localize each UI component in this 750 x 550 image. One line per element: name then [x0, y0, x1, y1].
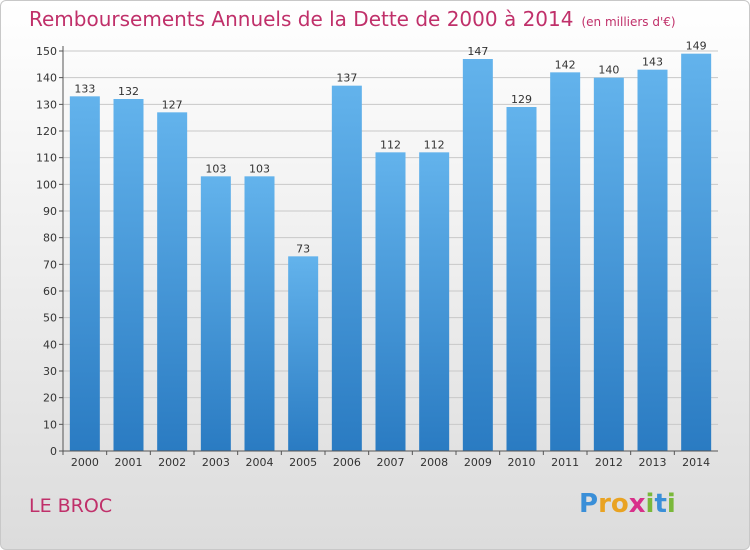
- bar-value-label: 133: [74, 82, 95, 95]
- x-tick-label: 2012: [595, 456, 623, 469]
- bar: [200, 176, 231, 452]
- x-tick-label: 2013: [639, 456, 667, 469]
- bar: [506, 107, 537, 451]
- bar: [681, 53, 712, 452]
- bar-value-label: 103: [249, 162, 270, 175]
- y-tick-label: 70: [43, 258, 57, 271]
- title-text: Remboursements Annuels de la Dette de 20…: [29, 7, 574, 31]
- bar-value-label: 142: [555, 58, 576, 71]
- y-tick-label: 140: [36, 72, 57, 85]
- y-tick-label: 10: [43, 418, 57, 431]
- bar-value-label: 140: [598, 64, 619, 77]
- bar: [419, 152, 450, 452]
- bar: [375, 152, 406, 452]
- chart-title: Remboursements Annuels de la Dette de 20…: [29, 7, 676, 31]
- x-tick-label: 2010: [508, 456, 536, 469]
- y-tick-label: 80: [43, 232, 57, 245]
- bar: [113, 99, 144, 451]
- y-tick-label: 90: [43, 205, 57, 218]
- x-tick-label: 2001: [115, 456, 143, 469]
- bar-value-label: 112: [380, 138, 401, 151]
- y-tick-label: 40: [43, 338, 57, 351]
- bar: [462, 59, 493, 451]
- bar: [331, 85, 362, 452]
- x-tick-label: 2008: [420, 456, 448, 469]
- y-tick-label: 30: [43, 365, 57, 378]
- y-tick-label: 100: [36, 178, 57, 191]
- bar-value-label: 132: [118, 85, 139, 98]
- y-tick-label: 150: [36, 45, 57, 58]
- bar-value-label: 143: [642, 56, 663, 69]
- y-tick-label: 60: [43, 285, 57, 298]
- proxiti-logo: Proxiti: [579, 489, 676, 519]
- y-tick-label: 110: [36, 152, 57, 165]
- y-axis: 0 10 20 30 40 50 60 70 80 90 100 110 120 130 140 150: [36, 45, 64, 458]
- x-tick-label: 2004: [246, 456, 274, 469]
- bar-value-label: 129: [511, 93, 532, 106]
- y-tick-label: 50: [43, 312, 57, 325]
- x-tick-label: 2007: [377, 456, 405, 469]
- commune-name: LE BROC: [29, 495, 113, 517]
- bar-value-label: 103: [205, 162, 226, 175]
- bar-value-label: 112: [424, 138, 445, 151]
- x-axis: 2000 2001 2002 2003 2004 2005 2006 2007 2008 2009…: [62, 450, 718, 469]
- x-tick-label: 2011: [551, 456, 579, 469]
- bars: 133 132 127 103 103 73 137 112 112 147 129 142 140 14…: [69, 40, 712, 452]
- x-tick-label: 2006: [333, 456, 361, 469]
- y-tick-label: 130: [36, 98, 57, 111]
- x-tick-label: 2000: [71, 456, 99, 469]
- bar: [550, 72, 581, 451]
- bar: [637, 69, 668, 452]
- unit-label: (en milliers d'€): [581, 15, 676, 29]
- bar-value-label: 149: [686, 40, 707, 53]
- y-tick-label: 20: [43, 392, 57, 405]
- bar: [69, 96, 100, 451]
- bar-value-label: 137: [336, 72, 357, 85]
- x-tick-label: 2002: [158, 456, 186, 469]
- bar: [157, 112, 188, 451]
- bar: [593, 77, 624, 452]
- x-tick-label: 2005: [289, 456, 317, 469]
- bar: [244, 176, 275, 452]
- x-tick-label: 2009: [464, 456, 492, 469]
- bar-value-label: 147: [467, 45, 488, 58]
- bar-value-label: 73: [296, 242, 310, 255]
- y-tick-label: 120: [36, 125, 57, 138]
- x-tick-label: 2014: [682, 456, 710, 469]
- y-tick-label: 0: [50, 445, 57, 458]
- bar-value-label: 127: [162, 98, 183, 111]
- bar: [288, 256, 319, 451]
- x-tick-label: 2003: [202, 456, 230, 469]
